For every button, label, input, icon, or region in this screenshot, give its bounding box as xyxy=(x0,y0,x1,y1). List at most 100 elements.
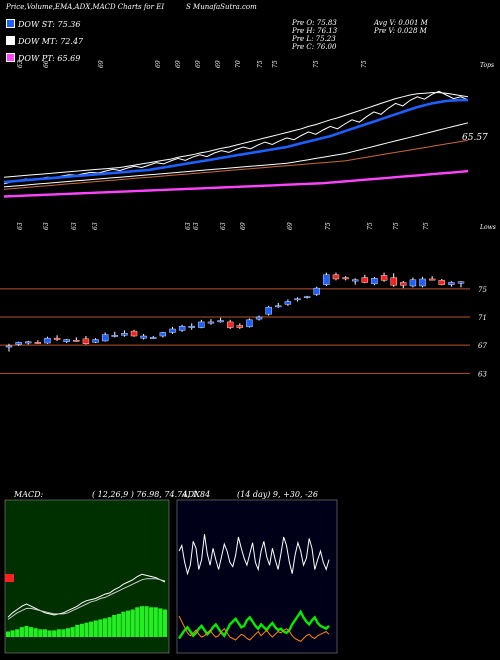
legend-dow-pt: DOW PT: 65.69 xyxy=(6,53,80,63)
ema-top-label: 75 xyxy=(272,60,279,68)
adx-line-1 xyxy=(178,609,330,640)
macd-params: ( 12,26,9 ) 76.98, 74.74, 1.84 xyxy=(92,490,211,499)
legend-dow-mt: DOW MT: 72.47 xyxy=(6,36,83,46)
ema-top-label: 69 xyxy=(175,60,182,68)
price-axis-label: 75 xyxy=(478,286,487,294)
price-axis-label: 67 xyxy=(478,342,487,350)
ema-top-label: 75 xyxy=(313,60,320,68)
candle-body xyxy=(246,319,253,328)
candle-body xyxy=(419,278,426,287)
legend-swatch-blue xyxy=(6,19,15,28)
candle-body xyxy=(275,305,282,308)
price-top-label: 63 xyxy=(92,222,99,230)
ema-top-label: 69 xyxy=(195,60,202,68)
candle-body xyxy=(130,330,138,337)
ema-top-label: 69 xyxy=(98,60,105,68)
candle-body xyxy=(265,306,272,315)
candle-body xyxy=(284,301,292,305)
candle-body xyxy=(159,332,167,337)
candle-body xyxy=(207,321,215,324)
macd-panel xyxy=(4,499,170,654)
price-axis-label: 71 xyxy=(478,314,487,322)
ema-series-line-4 xyxy=(3,139,469,190)
price-right-label-lows: Lows xyxy=(479,224,496,231)
ema-top-label: 66 xyxy=(43,60,50,68)
candle-body xyxy=(380,275,388,281)
candle-body xyxy=(178,325,186,331)
ema-series-line-0 xyxy=(3,90,469,185)
legend-dow-mt-label: DOW MT: 72.47 xyxy=(18,37,84,46)
ema-top-label: 75 xyxy=(361,60,368,68)
chart-header-title: Price,Volume,EMA,ADX,MACD Charts for EI xyxy=(6,3,165,11)
candle-body xyxy=(63,339,70,342)
candle-body xyxy=(255,316,263,320)
candle-body xyxy=(390,277,397,286)
ema-series-line-1 xyxy=(3,92,469,178)
price-top-label: 69 xyxy=(287,222,294,230)
candle-body xyxy=(169,328,176,333)
candle-body xyxy=(34,342,42,344)
ema-top-label: 69 xyxy=(215,60,222,68)
ema-right-label-value: 65.57 xyxy=(462,133,488,143)
candle-body xyxy=(121,333,128,336)
macd-title: MACD: xyxy=(14,490,44,499)
ema-panel: 63 66 69 69 69 69 69 70 75 75 75 75 Tops 65.57 xyxy=(3,60,494,198)
ohlc-close: Pre C: 76.00 xyxy=(292,43,337,51)
candle-body xyxy=(92,339,99,343)
adx-line-0 xyxy=(178,534,330,576)
ohlc-high: Pre H: 76.13 xyxy=(292,27,338,35)
ema-series-line-5 xyxy=(3,169,469,198)
ohlc-open: Pre O: 75.83 xyxy=(292,19,337,27)
candle-body xyxy=(457,281,465,284)
candle-body xyxy=(428,278,436,281)
candle-body xyxy=(323,274,330,285)
candle-body xyxy=(82,338,90,344)
chart-header-site: S MunafaSutra.com xyxy=(186,3,257,11)
price-top-label: 63 xyxy=(185,222,192,230)
ema-top-label: 69 xyxy=(155,60,162,68)
price-top-label: 75 xyxy=(423,222,430,230)
candle-body xyxy=(111,335,118,337)
legend-swatch-white xyxy=(6,36,15,45)
candle-body xyxy=(438,280,445,285)
candle-body xyxy=(101,334,109,342)
candle-body xyxy=(303,296,311,298)
adx-title: ADX xyxy=(182,490,200,499)
candle-body xyxy=(226,321,234,328)
adx-plot-area xyxy=(176,499,338,654)
ema-series-line-3 xyxy=(3,122,469,188)
candle-body xyxy=(198,321,205,328)
candle-body xyxy=(400,282,407,286)
price-top-label: 69 xyxy=(240,222,247,230)
candle-body xyxy=(352,279,359,282)
ema-top-label: 63 xyxy=(17,60,24,68)
legend-dow-st-label: DOW ST: 75.36 xyxy=(18,20,81,29)
price-axis-label: 63 xyxy=(478,370,487,378)
candle-body xyxy=(409,279,417,287)
macd-line-0 xyxy=(7,573,166,618)
candle-body xyxy=(217,320,224,323)
ohlc-low: Pre L: 75.23 xyxy=(292,35,336,43)
candle-body xyxy=(5,345,13,348)
avg-volume: Avg V: 0.001 M xyxy=(374,19,428,27)
price-top-label: 63 xyxy=(220,222,227,230)
candle-body xyxy=(294,298,301,301)
ema-top-label: 70 xyxy=(235,60,242,68)
legend-dow-st: DOW ST: 75.36 xyxy=(6,19,80,29)
candle-body xyxy=(313,287,320,295)
price-top-label: 75 xyxy=(325,222,332,230)
macd-line-1 xyxy=(7,578,166,620)
candle-body xyxy=(53,337,61,340)
ema-top-label: 75 xyxy=(257,60,264,68)
price-top-label: 63 xyxy=(71,222,78,230)
candle-body xyxy=(140,335,147,339)
candle-body xyxy=(361,277,369,283)
adx-line-2 xyxy=(178,615,330,643)
price-top-label: 75 xyxy=(367,222,374,230)
candle-body xyxy=(188,325,195,328)
candle-body xyxy=(15,342,22,345)
candle-body xyxy=(236,325,244,328)
adx-params: (14 day) 9, +30, -26 xyxy=(237,490,318,499)
